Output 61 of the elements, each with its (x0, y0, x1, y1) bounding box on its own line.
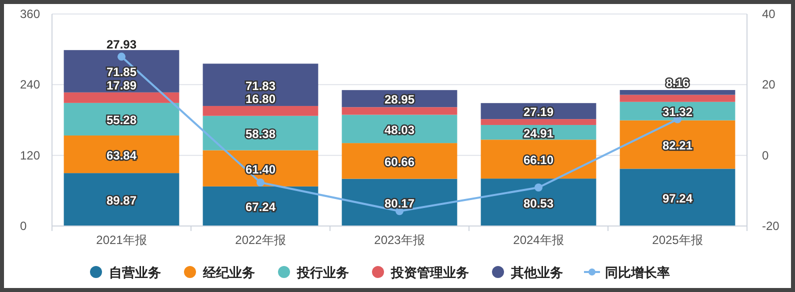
legend-label: 其他业务 (510, 265, 563, 280)
bar (342, 107, 458, 115)
data-label: 67.24 (245, 200, 276, 214)
data-label: 55.28 (106, 113, 137, 128)
bar (64, 92, 180, 103)
data-label: 24.91 (523, 126, 554, 140)
bar (480, 178, 596, 226)
data-label: 66.10 (523, 153, 554, 168)
data-label: 28.95 (384, 92, 415, 107)
data-label: 60.66 (384, 154, 415, 169)
bar (620, 120, 736, 169)
bar (480, 140, 596, 179)
bar (480, 119, 596, 125)
bar (64, 173, 180, 226)
legend-label: 同比增长率 (605, 265, 670, 280)
data-label: 97.24 (662, 191, 693, 206)
data-label: 27.93 (106, 38, 137, 52)
x-tick-label: 2022年报 (235, 233, 286, 247)
data-label: 48.03 (384, 122, 415, 137)
data-label: 8.16 (666, 76, 690, 90)
data-label: 89.87 (106, 194, 137, 208)
data-label: 27.19 (523, 105, 554, 120)
data-label: 61.40 (245, 162, 276, 176)
y-tick-label: 240 (20, 78, 40, 92)
bar (64, 135, 180, 174)
data-label: 16.80 (245, 92, 276, 106)
x-tick-label: 2021年报 (96, 233, 147, 247)
y2-tick-label: 20 (762, 78, 776, 92)
point (118, 52, 126, 61)
bar (342, 143, 458, 179)
data-label: 63.84 (106, 148, 137, 162)
point (534, 183, 542, 192)
y-tick-label: 120 (20, 148, 40, 162)
legend-label: 投资管理业务 (390, 265, 469, 280)
y-tick-label: 0 (20, 219, 27, 233)
data-label: 31.32 (662, 105, 693, 120)
bar (342, 178, 458, 226)
y2-tick-label: 40 (762, 7, 776, 21)
bar (64, 102, 180, 136)
data-label: 80.53 (523, 196, 554, 210)
bar (202, 106, 318, 116)
bar (202, 150, 318, 186)
data-label: 58.38 (245, 127, 276, 142)
bar (620, 94, 736, 102)
legend-label: 投行业务 (296, 265, 349, 280)
bar (620, 90, 736, 95)
y2-tick-label: 0 (762, 148, 769, 162)
x-tick-label: 2025年报 (652, 233, 703, 247)
legend-label: 经纪业务 (202, 265, 255, 280)
legend-label: 自营业务 (109, 265, 161, 280)
point (256, 178, 264, 187)
y-tick-label: 360 (20, 7, 40, 21)
bar (620, 168, 736, 226)
data-label: 71.85 (106, 65, 137, 80)
x-tick-label: 2024年报 (513, 233, 564, 247)
x-tick-label: 2023年报 (374, 233, 425, 247)
data-label: 80.17 (384, 196, 415, 210)
data-label: 71.83 (245, 78, 276, 93)
data-label: 17.89 (106, 78, 137, 92)
data-label: 82.21 (662, 138, 693, 153)
y2-tick-label: -20 (762, 219, 780, 233)
